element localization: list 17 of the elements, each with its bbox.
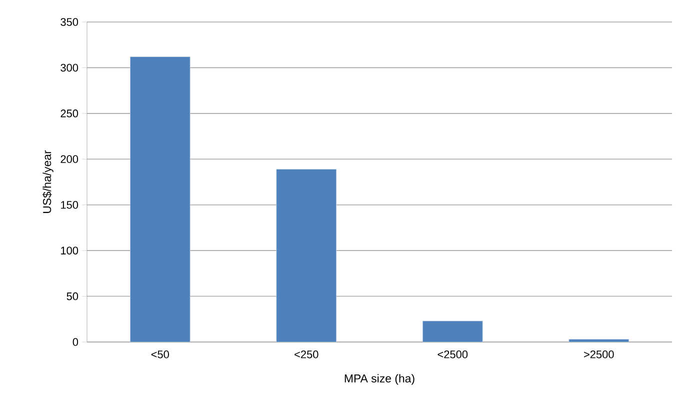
x-tick-label: <50 [151, 350, 169, 358]
x-tick-label: >2500 [584, 350, 614, 358]
y-tick-label: 100 [61, 246, 78, 254]
y-tick-label: 0 [72, 338, 78, 346]
y-tick-label: 150 [61, 200, 78, 209]
bar [276, 169, 337, 342]
bar [422, 320, 483, 342]
y-tick-label: 200 [60, 155, 78, 164]
y-tick-label: 250 [60, 110, 78, 118]
x-tick-label: <2500 [438, 350, 468, 358]
bar [130, 56, 190, 342]
x-tick-label: <250 [294, 350, 318, 358]
x-axis-title: MPA size (ha) [344, 374, 414, 385]
y-tick-label: 350 [60, 18, 78, 26]
y-tick-label: 50 [66, 292, 78, 300]
y-axis-title: US$/ha/year [42, 150, 54, 213]
y-tick-label: 300 [60, 64, 78, 72]
